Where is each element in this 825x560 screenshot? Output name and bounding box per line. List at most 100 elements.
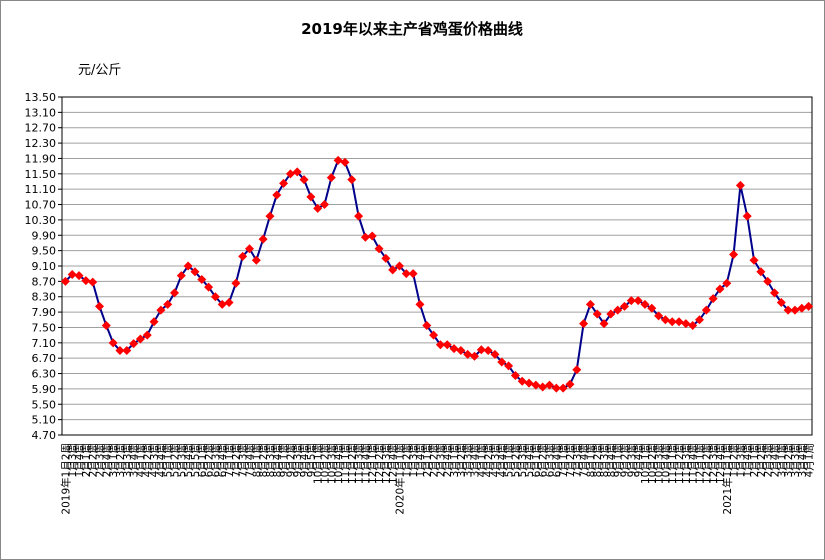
x-tick-label: 2月2周 — [88, 443, 100, 477]
marker — [763, 276, 773, 286]
x-tick-label: 3月1周 — [108, 443, 120, 477]
marker — [101, 321, 111, 331]
x-tick-label: 1月4周 — [74, 443, 86, 477]
x-tick-label: 6月4周 — [217, 443, 229, 477]
y-tick-label: 13.10 — [25, 106, 57, 119]
marker — [640, 299, 650, 309]
marker — [217, 299, 227, 309]
x-tick-label: 3月1周 — [776, 443, 788, 477]
x-tick-label: 11月4周 — [688, 443, 700, 484]
x-tick-label: 3月2周 — [115, 443, 127, 477]
marker — [790, 305, 800, 315]
x-tick-label: 8月4周 — [272, 443, 284, 477]
x-tick-label: 3月4周 — [470, 443, 482, 477]
marker — [551, 383, 561, 393]
marker — [367, 231, 377, 241]
y-tick-label: 10.30 — [25, 214, 57, 227]
y-tick-label: 7.50 — [32, 321, 57, 334]
x-tick-label: 4月4周 — [156, 443, 168, 477]
marker — [531, 380, 541, 390]
x-tick-label: 7月4周 — [245, 443, 257, 477]
x-tick-label: 1月3周 — [408, 443, 420, 477]
x-tick-label: 7月1周 — [558, 443, 570, 477]
y-tick-label: 5.50 — [32, 398, 57, 411]
x-tick-label: 5月3周 — [517, 443, 529, 477]
marker — [722, 278, 732, 288]
x-tick-label: 4月2周 — [142, 443, 154, 477]
marker — [190, 267, 200, 277]
marker — [313, 203, 323, 213]
x-tick-label: 9月3周 — [626, 443, 638, 477]
marker — [729, 249, 739, 259]
x-tick-label: 3月3周 — [790, 443, 802, 477]
marker — [272, 190, 282, 200]
marker — [435, 340, 445, 350]
marker — [354, 211, 364, 221]
marker — [620, 301, 629, 311]
y-tick-label: 10.70 — [25, 199, 57, 212]
y-tick-label: 8.70 — [32, 275, 57, 288]
x-tick-label: 8月1周 — [251, 443, 263, 477]
x-tick-label: 8月2周 — [592, 443, 604, 477]
x-tick-label: 6月4周 — [551, 443, 563, 477]
marker — [483, 346, 493, 355]
marker — [490, 349, 500, 359]
marker — [408, 269, 418, 279]
marker — [476, 345, 486, 355]
marker — [197, 274, 207, 284]
x-tick-label: 10月1周 — [313, 443, 325, 484]
x-tick-label: 3月2周 — [783, 443, 795, 477]
x-tick-label: 10月3周 — [326, 443, 338, 484]
marker — [156, 305, 166, 315]
x-tick-label: 10月1周 — [640, 443, 652, 484]
x-tick-label: 4月3周 — [149, 443, 161, 477]
x-tick-label: 10月3周 — [654, 443, 666, 484]
x-tick-label: 11月4周 — [360, 443, 372, 484]
x-tick-label: 11月1周 — [667, 443, 679, 484]
y-tick-label: 11.50 — [25, 168, 57, 181]
x-tick-label: 12月3周 — [708, 443, 720, 484]
marker — [783, 305, 793, 315]
y-tick-label: 9.90 — [32, 229, 57, 242]
x-tick-label: 7月4周 — [579, 443, 591, 477]
marker — [238, 251, 248, 261]
marker — [422, 321, 432, 331]
x-tick-label: 2月1周 — [422, 443, 434, 477]
marker — [347, 175, 357, 185]
marker — [360, 232, 370, 242]
marker — [776, 297, 786, 307]
marker — [210, 292, 220, 302]
marker — [565, 379, 575, 389]
x-tick-label: 2月3周 — [95, 443, 107, 477]
x-tick-label: 5月5周 — [190, 443, 202, 477]
x-tick-label: 7月2周 — [565, 443, 577, 477]
y-tick-label: 11.90 — [25, 152, 57, 165]
y-tick-label: 12.70 — [25, 122, 57, 135]
x-tick-label: 5月1周 — [504, 443, 516, 477]
marker — [374, 244, 384, 254]
marker — [797, 303, 807, 313]
y-tick-label: 13.50 — [25, 91, 57, 104]
x-tick-label: 6月2周 — [204, 443, 216, 477]
marker — [667, 317, 677, 327]
marker — [572, 365, 582, 375]
x-tick-label: 2月1周 — [81, 443, 93, 477]
marker — [463, 349, 473, 359]
marker — [599, 319, 609, 329]
marker — [129, 339, 139, 349]
marker — [88, 277, 98, 287]
marker — [108, 338, 118, 348]
marker — [95, 301, 104, 311]
x-tick-label: 9月5周 — [306, 443, 318, 477]
marker — [524, 378, 534, 388]
y-tick-label: 11.10 — [25, 183, 57, 196]
marker — [251, 255, 261, 265]
x-tick-label: 4月1周 — [476, 443, 488, 477]
x-tick-label: 4月1周 — [135, 443, 147, 477]
marker — [674, 317, 684, 327]
marker — [60, 276, 70, 286]
marker — [688, 321, 698, 331]
marker — [606, 309, 616, 319]
marker — [292, 167, 302, 177]
x-tick-label: 2020年1月1周 — [394, 443, 407, 515]
